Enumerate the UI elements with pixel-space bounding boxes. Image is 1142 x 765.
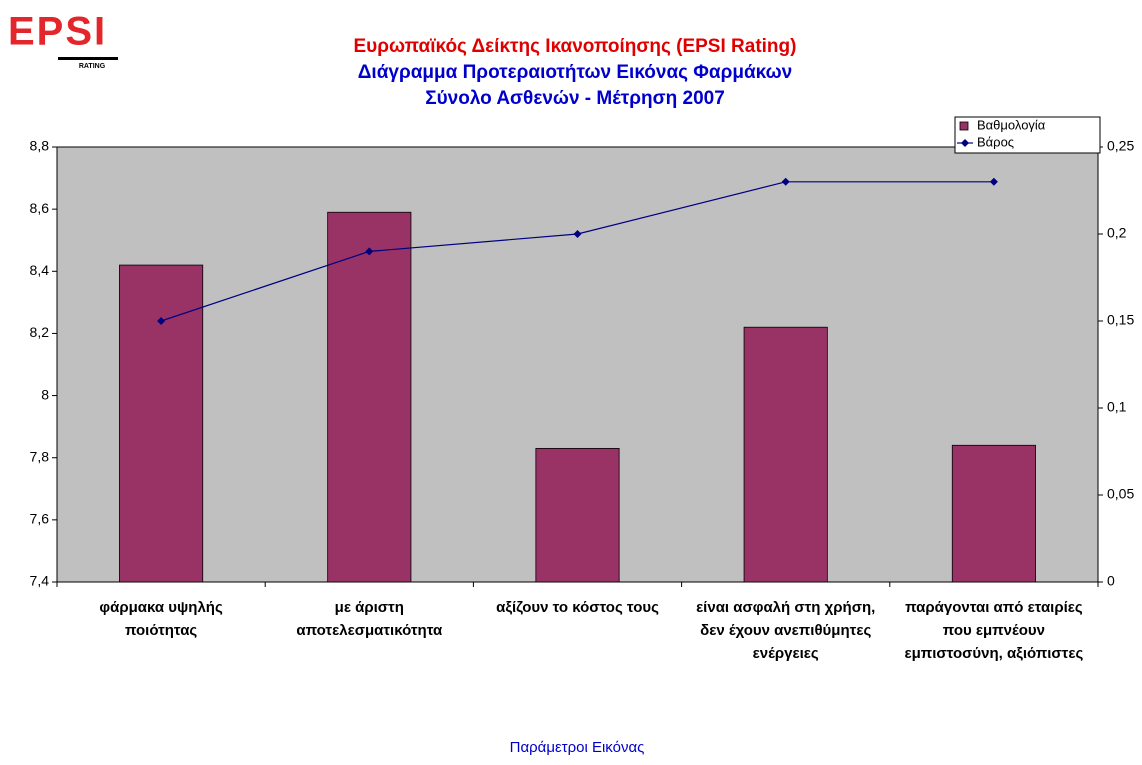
y2-tick-label: 0,2 [1107,225,1127,241]
x-tick-label: παράγονται από εταιρίες που εμπνέουν εμπ… [904,599,1084,662]
marker [573,230,582,238]
marker [781,177,790,186]
legend-label: Βάρος [977,134,1014,149]
x-axis-title: Παράμετροι Εικόνας [510,739,645,756]
legend-label: Βαθμολογία [977,117,1046,132]
chart-subtitle: Διάγραμμα Προτεραιοτήτων Εικόνας Φαρμάκω… [358,62,792,83]
marker [989,177,998,186]
logo-subtext: RATING [79,63,106,70]
bar [327,211,412,583]
x-tick-label: φάρμακα υψηλής ποιότητας [99,599,223,639]
bar [119,264,204,583]
y2-tick-label: 0,15 [1107,312,1134,328]
x-tick-label: αξίζουν το κόστος τους [496,599,659,616]
y-tick-label: 8,8 [30,138,50,154]
y-tick-label: 8,4 [30,262,50,278]
bar [743,326,828,583]
bar [951,444,1036,583]
logo-bar [58,57,118,60]
y-tick-label: 8 [41,386,49,402]
y-tick-label: 7,6 [30,511,50,527]
x-tick-label: με άριστη αποτελεσματικότητα [296,599,443,639]
chart-title: Ευρωπαϊκός Δείκτης Ικανοποίησης (EPSI Ra… [354,36,797,57]
y2-tick-label: 0,05 [1107,486,1134,502]
y-tick-label: 8,6 [30,200,50,216]
marker [365,247,374,256]
y-tick-label: 7,4 [30,573,50,589]
y-tick-label: 8,2 [30,324,50,340]
y2-tick-label: 0,1 [1107,399,1127,415]
legend-marker [961,139,969,147]
y2-tick-label: 0,25 [1107,138,1134,154]
logo-text: EPSI [8,10,107,54]
x-tick-label: είναι ασφαλή στη χρήση, δεν έχουν ανεπιθ… [696,599,876,662]
y2-tick-label: 0 [1107,573,1115,589]
legend-box [954,116,1101,154]
y-tick-label: 7,8 [30,448,50,464]
marker [157,317,166,325]
legend-swatch [959,121,969,131]
bar [535,447,620,583]
chart-subtitle: Σύνολο Ασθενών - Μέτρηση 2007 [425,88,725,109]
